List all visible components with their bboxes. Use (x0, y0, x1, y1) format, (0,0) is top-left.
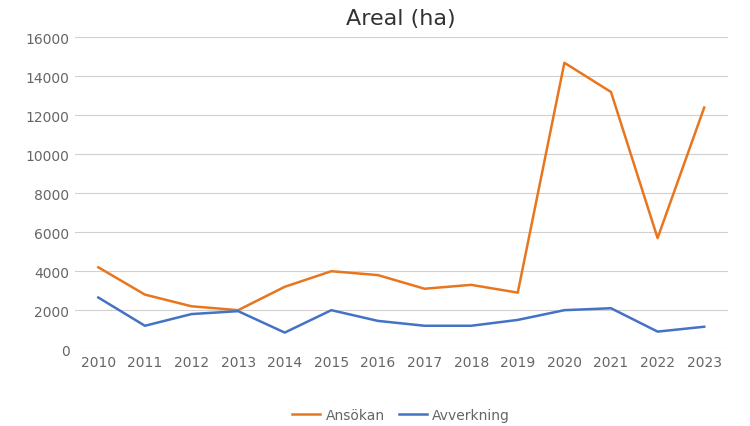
Avverkning (187, 312, 196, 317)
Avverkning (466, 323, 476, 328)
Ansökan (187, 304, 196, 309)
Ansökan (94, 265, 103, 270)
Line: Avverkning: Avverkning (98, 298, 704, 333)
Avverkning (280, 330, 290, 335)
Ansökan (653, 236, 662, 241)
Ansökan (607, 90, 616, 95)
Avverkning (420, 323, 429, 328)
Ansökan (374, 273, 382, 278)
Avverkning (513, 318, 522, 323)
Ansökan (140, 292, 149, 297)
Title: Areal (ha): Areal (ha) (346, 9, 456, 29)
Avverkning (374, 319, 382, 324)
Ansökan (327, 269, 336, 274)
Avverkning (327, 308, 336, 313)
Avverkning (234, 309, 243, 314)
Ansökan (513, 291, 522, 296)
Avverkning (700, 325, 709, 330)
Ansökan (234, 308, 243, 313)
Legend: Ansökan, Avverkning: Ansökan, Avverkning (287, 403, 515, 426)
Avverkning (607, 306, 616, 311)
Ansökan (466, 282, 476, 288)
Avverkning (140, 323, 149, 328)
Ansökan (280, 285, 290, 290)
Line: Ansökan: Ansökan (98, 63, 704, 311)
Ansökan (700, 106, 709, 111)
Avverkning (560, 308, 568, 313)
Ansökan (560, 61, 568, 66)
Avverkning (653, 329, 662, 334)
Avverkning (94, 295, 103, 300)
Ansökan (420, 287, 429, 292)
